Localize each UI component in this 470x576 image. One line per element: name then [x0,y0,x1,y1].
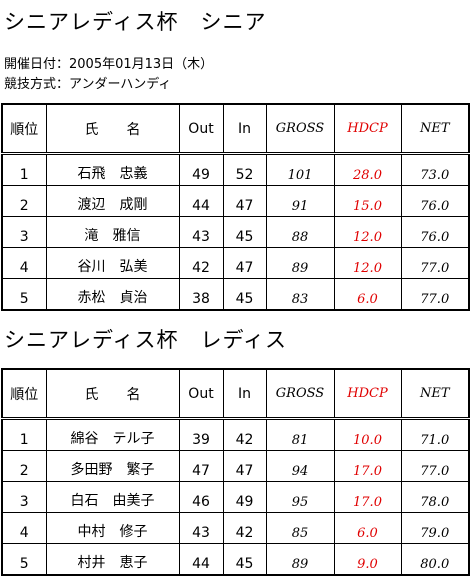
date: 開催日付：2005年01月13日（木） [4,57,214,72]
column-header: In [222,103,267,155]
cell: 17.0 [333,481,402,513]
cell: 17.0 [333,450,402,482]
cell: 3 [1,481,47,513]
cell: 1 [1,153,47,186]
cell: 78.0 [400,481,470,513]
cell: 28.0 [333,153,402,186]
cell: 4 [1,247,47,279]
column-header: 氏 名 [45,368,180,420]
cell: 95 [265,481,335,513]
cell: 渡辺 成剛 [45,185,180,217]
cell: 47 [222,450,267,482]
cell: 38 [178,278,224,311]
cell: 83 [265,278,335,311]
cell: 71.0 [400,418,470,451]
cell: 89 [265,543,335,576]
cell: 80.0 [400,543,470,576]
cell: 47 [222,247,267,279]
cell: 44 [178,185,224,217]
cell: 89 [265,247,335,279]
cell: 91 [265,185,335,217]
cell: 赤松 貞治 [45,278,180,311]
column-header: HDCP [333,103,402,155]
cell: 42 [178,247,224,279]
cell: 谷川 弘美 [45,247,180,279]
column-header: Out [178,103,224,155]
cell: 52 [222,153,267,186]
cell: 43 [178,216,224,248]
cell: 滝 雅信 [45,216,180,248]
cell: 73.0 [400,153,470,186]
format: 競技方式：アンダーハンディ [4,77,172,92]
cell: 88 [265,216,335,248]
column-header: 順位 [1,368,47,420]
cell: 3 [1,216,47,248]
cell: 44 [178,543,224,576]
cell: 村井 恵子 [45,543,180,576]
cell: 46 [178,481,224,513]
cell: 45 [222,543,267,576]
cell: 中村 修子 [45,512,180,544]
cell: 101 [265,153,335,186]
cell: 2 [1,450,47,482]
cell: 5 [1,278,47,311]
cell: 白石 由美子 [45,481,180,513]
cell: 85 [265,512,335,544]
cell: 79.0 [400,512,470,544]
cell: 76.0 [400,185,470,217]
section-title: シニアレディス杯 レディス [4,328,288,352]
cell: 76.0 [400,216,470,248]
cell: 10.0 [333,418,402,451]
cell: 15.0 [333,185,402,217]
cell: 81 [265,418,335,451]
cell: 49 [178,153,224,186]
score-table: 順位氏 名 Out In GROSS HDCP NET 1 石飛 忠義 49 52 101 28.0 7… [1,103,470,311]
column-header: NET [400,103,470,155]
title: シニアレディス杯 シニア [4,10,267,34]
column-header: 順位 [1,103,47,155]
cell: 45 [222,216,267,248]
cell: 77.0 [400,278,470,311]
column-header: HDCP [333,368,402,420]
score-table: 順位氏 名 Out In GROSS HDCP NET 1 綿谷 テル子 39 42 81 10.0 7… [1,368,470,576]
cell: 94 [265,450,335,482]
cell: 9.0 [333,543,402,576]
column-header: Out [178,368,224,420]
cell: 6.0 [333,512,402,544]
cell: 6.0 [333,278,402,311]
cell: 45 [222,278,267,311]
cell: 77.0 [400,247,470,279]
column-header: 氏 名 [45,103,180,155]
cell: 42 [222,512,267,544]
cell: 12.0 [333,216,402,248]
cell: 47 [178,450,224,482]
column-header: GROSS [265,103,335,155]
cell: 4 [1,512,47,544]
column-header: In [222,368,267,420]
cell: 2 [1,185,47,217]
column-header: GROSS [265,368,335,420]
cell: 5 [1,543,47,576]
cell: 47 [222,185,267,217]
column-header: NET [400,368,470,420]
cell: 1 [1,418,47,451]
cell: 多田野 繁子 [45,450,180,482]
cell: 43 [178,512,224,544]
cell: 綿谷 テル子 [45,418,180,451]
cell: 77.0 [400,450,470,482]
cell: 39 [178,418,224,451]
cell: 12.0 [333,247,402,279]
cell: 石飛 忠義 [45,153,180,186]
cell: 42 [222,418,267,451]
cell: 49 [222,481,267,513]
